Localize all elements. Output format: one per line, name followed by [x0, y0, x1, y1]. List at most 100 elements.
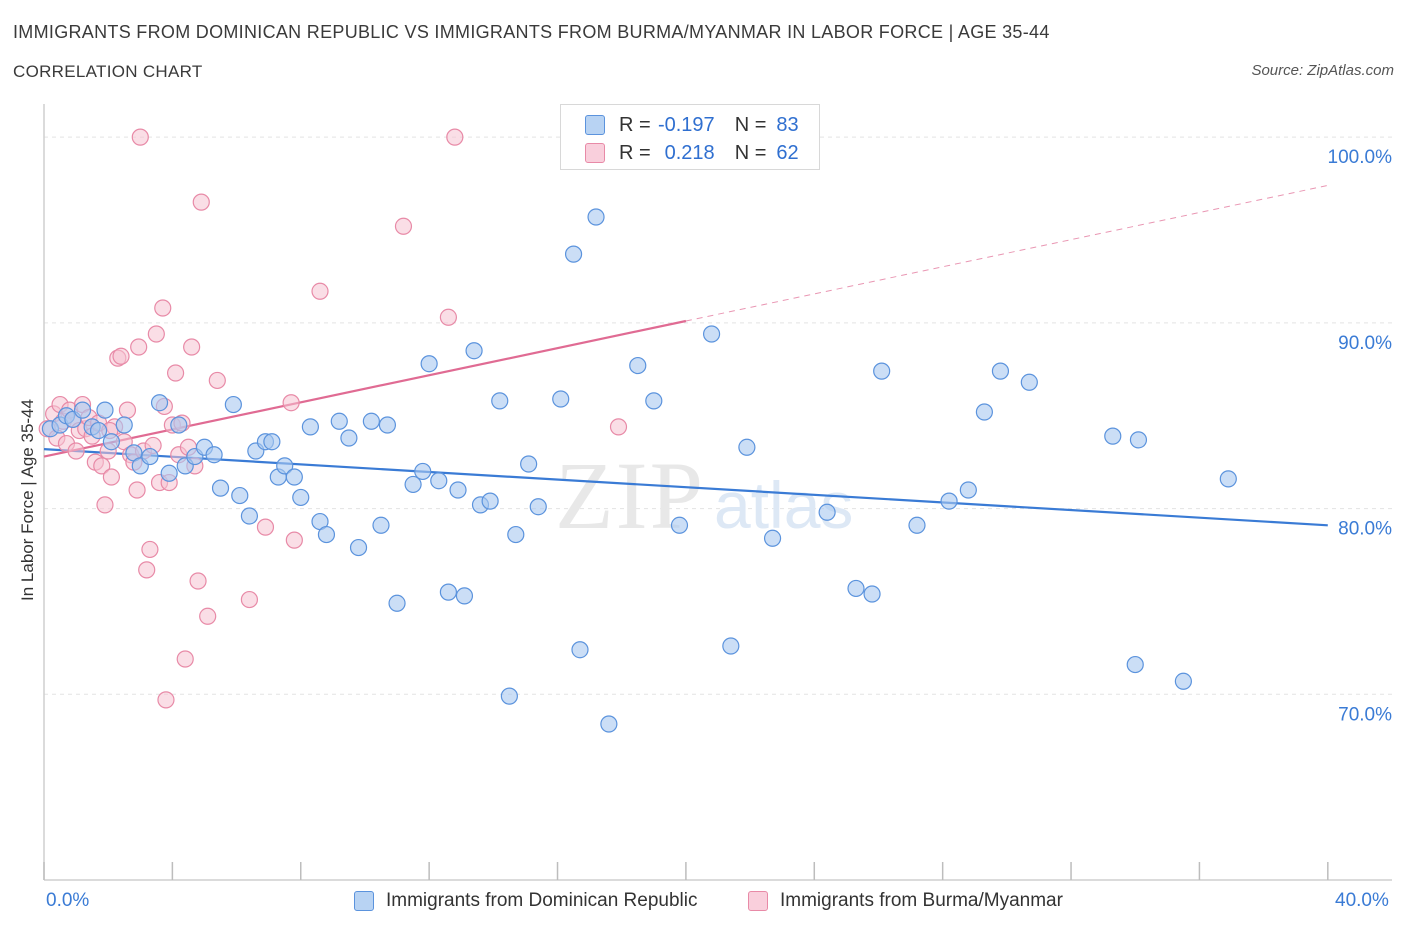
x-tick-label-max: 40.0%	[1335, 890, 1389, 911]
data-point-dominican	[141, 447, 159, 466]
data-point-burma	[609, 418, 628, 436]
data-point-burma	[394, 217, 413, 235]
pink-swatch	[585, 143, 605, 163]
chart-subtitle: CORRELATION CHART	[13, 62, 203, 81]
data-point-dominican	[863, 585, 881, 603]
data-point-dominican	[738, 438, 756, 456]
data-point-dominican	[722, 637, 740, 655]
legend-row-blue: R = -0.197 N = 83	[585, 113, 799, 137]
data-point-burma	[282, 394, 300, 412]
data-point-dominican	[1126, 655, 1144, 674]
data-point-dominican	[349, 538, 368, 557]
svg-text:atlas: atlas	[714, 468, 853, 542]
data-point-burma	[157, 691, 175, 709]
legend-r-value: 0.218	[664, 141, 715, 164]
data-point-dominican	[102, 433, 121, 451]
data-point-dominican	[439, 583, 457, 601]
data-point-burma	[285, 531, 303, 549]
bottom-legend-pink: Immigrants from Burma/Myanmar	[748, 888, 1063, 914]
data-point-burma	[96, 496, 114, 514]
trend-line-extension	[685, 184, 1328, 322]
pink-swatch	[748, 891, 768, 911]
x-tick-label-min: 0.0%	[46, 890, 90, 911]
data-point-dominican	[529, 498, 547, 516]
data-point-dominican	[231, 486, 249, 505]
data-point-dominican	[818, 503, 836, 521]
blue-swatch	[354, 891, 374, 911]
data-point-burma	[138, 561, 156, 579]
data-point-dominican	[940, 492, 958, 510]
data-point-dominican	[276, 457, 294, 475]
data-point-dominican	[959, 481, 977, 499]
data-point-burma	[141, 540, 159, 559]
data-point-burma	[446, 128, 464, 146]
data-point-dominican	[507, 525, 525, 544]
data-point-burma	[192, 193, 210, 211]
data-point-burma	[183, 338, 201, 356]
data-point-dominican	[150, 394, 169, 412]
data-point-burma	[256, 518, 275, 536]
legend-r-value: -0.197	[657, 113, 715, 136]
trend-lines	[43, 184, 1328, 527]
data-point-dominican	[1104, 427, 1122, 445]
data-point-dominican	[285, 468, 303, 486]
bottom-legend-blue: Immigrants from Dominican Republic	[354, 888, 698, 914]
data-point-burma	[189, 572, 207, 590]
data-point-dominican	[362, 412, 380, 430]
data-point-dominican	[1129, 431, 1148, 449]
data-point-dominican	[465, 342, 483, 360]
trend-line	[43, 448, 1328, 527]
data-point-dominican	[1020, 373, 1038, 391]
legend-n-value: 62	[776, 141, 799, 164]
data-point-dominican	[571, 641, 589, 659]
data-point-dominican	[73, 401, 92, 419]
data-point-burma	[112, 347, 130, 365]
data-point-dominican	[552, 390, 570, 408]
y-tick-labels: 70.0% 80.0% 90.0% 100.0%	[1328, 147, 1393, 725]
y-tick-label: 70.0%	[1338, 704, 1392, 725]
data-point-dominican	[205, 446, 223, 464]
data-point-dominican	[301, 418, 319, 436]
data-point-burma	[176, 650, 194, 668]
data-point-dominican	[991, 362, 1010, 380]
data-point-dominican	[481, 492, 499, 510]
data-point-dominican	[388, 594, 406, 612]
data-point-burma	[67, 442, 85, 460]
data-point-dominican	[372, 516, 390, 534]
data-point-dominican	[600, 715, 618, 733]
legend-r-label: R =	[619, 141, 651, 164]
legend-n-label: N =	[734, 141, 767, 164]
data-point-dominican	[240, 507, 259, 525]
data-point-dominican	[96, 401, 114, 419]
data-point-dominican	[1174, 672, 1192, 690]
data-point-dominican	[449, 481, 467, 499]
data-point-dominican	[420, 355, 438, 373]
data-point-dominican	[211, 479, 230, 497]
axes	[43, 104, 1392, 881]
y-tick-label: 100.0%	[1328, 147, 1393, 168]
data-point-dominican	[763, 529, 782, 547]
data-point-dominican	[317, 525, 336, 544]
data-point-dominican	[89, 421, 108, 440]
data-point-burma	[93, 457, 111, 475]
data-point-dominican	[414, 462, 432, 481]
blue-swatch	[585, 115, 605, 135]
data-point-dominican	[847, 579, 865, 598]
data-point-dominican	[430, 472, 448, 490]
data-point-dominican	[1219, 470, 1237, 488]
data-point-dominican	[263, 433, 281, 451]
data-point-dominican	[520, 455, 538, 473]
legend-n-label: N =	[734, 113, 767, 136]
data-point-dominican	[160, 464, 178, 482]
legend-n-value: 83	[776, 113, 799, 136]
legend-r-label: R =	[619, 113, 651, 136]
chart-title: IMMIGRANTS FROM DOMINICAN REPUBLIC VS IM…	[13, 22, 1050, 42]
data-point-dominican	[975, 403, 993, 421]
data-point-burma	[311, 282, 329, 300]
grid-lines	[44, 136, 1392, 695]
data-point-dominican	[564, 245, 583, 263]
data-point-burma	[208, 371, 226, 390]
data-point-dominican	[702, 325, 721, 343]
source-credit: Source: ZipAtlas.com	[1251, 62, 1394, 79]
